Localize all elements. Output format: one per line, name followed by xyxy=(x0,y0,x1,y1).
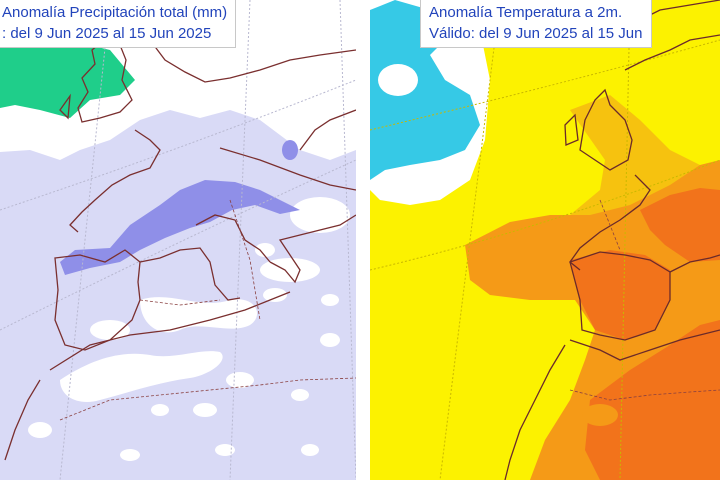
precip-wet-zone-green xyxy=(0,38,135,118)
precip-dry-patches xyxy=(28,197,350,461)
temp-borders xyxy=(569,199,720,401)
temp-graticule xyxy=(370,0,720,480)
temp-hot-zone-south xyxy=(585,320,720,480)
temperature-anomaly-map: Anomalía Temperatura a 2m. Válido: del 9… xyxy=(370,0,720,480)
temp-map-validity: Válido: del 9 Jun 2025 al 15 Jun xyxy=(429,25,643,42)
precip-wet-spot xyxy=(282,140,298,160)
precip-wet-zone-blue xyxy=(60,180,300,275)
precipitation-anomaly-map: Anomalía Precipitación total (mm) : del … xyxy=(0,0,356,480)
temp-hot-zone-iberia xyxy=(570,250,670,340)
temperature-map-canvas xyxy=(370,0,720,480)
temp-neutral-spot xyxy=(378,64,418,96)
precip-graticule xyxy=(0,0,356,480)
temp-cold-zone xyxy=(370,0,480,180)
precip-map-title: Anomalía Precipitación total (mm) xyxy=(2,4,228,21)
precip-coastlines xyxy=(4,18,356,461)
precip-title-box: Anomalía Precipitación total (mm) : del … xyxy=(0,0,237,48)
temp-coastlines xyxy=(504,0,720,480)
temp-yellow-zone-southwest xyxy=(370,300,520,480)
precip-map-validity: : del 9 Jun 2025 al 15 Jun 2025 xyxy=(2,25,212,42)
precip-borders xyxy=(59,199,356,421)
temp-hot-zone-north xyxy=(640,188,720,262)
panel-divider xyxy=(356,0,370,480)
temp-map-title: Anomalía Temperatura a 2m. xyxy=(429,4,623,21)
temp-warm-spot xyxy=(582,404,618,426)
temp-title-box: Anomalía Temperatura a 2m. Válido: del 9… xyxy=(420,0,652,48)
precipitation-map-canvas xyxy=(0,0,356,480)
